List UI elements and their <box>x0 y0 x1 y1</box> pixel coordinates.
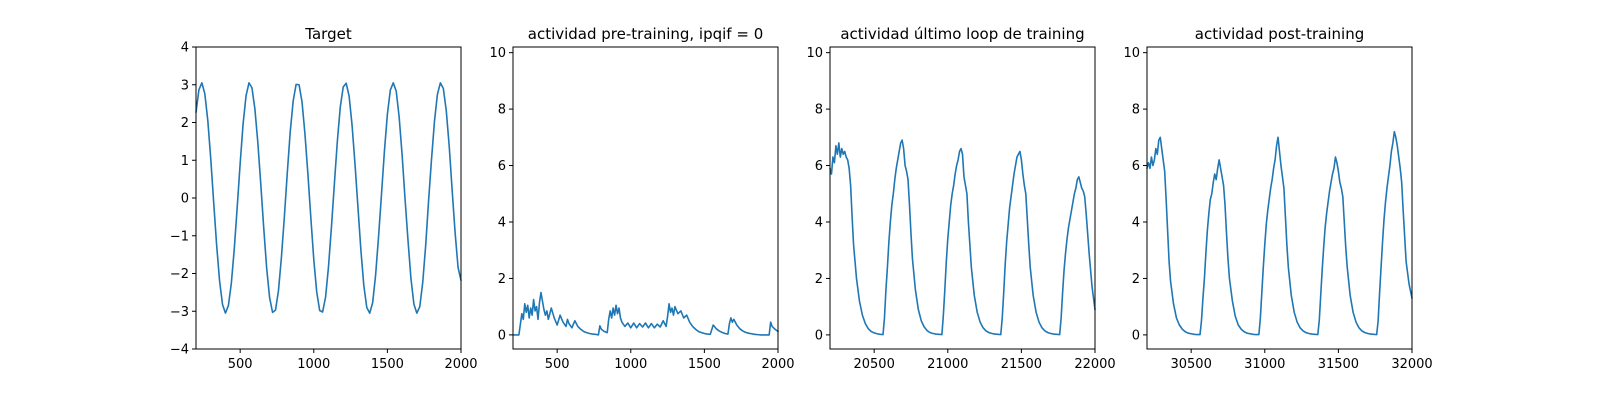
x-tick-label: 1500 <box>688 357 721 372</box>
x-tick-label: 22000 <box>1074 357 1115 372</box>
axes-frame <box>1146 46 1413 350</box>
x-tick-label: 20500 <box>853 357 894 372</box>
tick-group: 20500 21000 21500 22000 0 2 4 6 8 10 <box>806 46 1115 372</box>
x-tick-label: 31000 <box>1244 357 1285 372</box>
y-tick-label: 2 <box>815 272 823 287</box>
y-tick-label: 6 <box>815 159 823 174</box>
x-tick-label: 500 <box>228 357 253 372</box>
x-tick-label: 1000 <box>297 357 330 372</box>
y-tick-label: 2 <box>498 272 506 287</box>
axes-frame <box>512 46 779 350</box>
y-tick-label: 4 <box>815 215 823 230</box>
y-tick-label: −3 <box>170 305 189 320</box>
series-line <box>1146 130 1413 336</box>
y-tick-label: 10 <box>1123 46 1140 61</box>
panel-pre-training: actividad pre-training, ipqif = 0 500 100… <box>489 25 794 372</box>
y-tick-label: 1 <box>181 154 189 169</box>
y-tick-label: 0 <box>181 192 189 207</box>
y-tick-label: 10 <box>806 46 823 61</box>
tick-group: 500 1000 1500 2000 −4 −3 −2 −1 0 1 2 3 4 <box>170 41 478 373</box>
panel-title: Target <box>304 25 352 43</box>
panel-title: actividad último loop de training <box>840 25 1084 43</box>
series-line <box>829 139 1096 336</box>
axes-frame <box>829 46 1096 350</box>
y-tick-label: 8 <box>1132 103 1140 118</box>
tick-group: 500 1000 1500 2000 0 2 4 6 8 10 <box>489 46 794 372</box>
x-tick-label: 30500 <box>1170 357 1211 372</box>
axes-frame <box>195 46 462 350</box>
x-tick-label: 2000 <box>761 357 794 372</box>
series-line <box>195 82 462 314</box>
y-tick-label: 0 <box>1132 328 1140 343</box>
tick-group: 30500 31000 31500 32000 0 2 4 6 8 10 <box>1123 46 1432 372</box>
x-tick-label: 21500 <box>1001 357 1042 372</box>
y-tick-label: 0 <box>815 328 823 343</box>
x-tick-label: 32000 <box>1391 357 1432 372</box>
y-tick-label: 3 <box>181 78 189 93</box>
y-tick-label: 4 <box>498 215 506 230</box>
x-tick-label: 1500 <box>371 357 404 372</box>
y-tick-label: 10 <box>489 46 506 61</box>
panel-title: actividad pre-training, ipqif = 0 <box>528 25 764 43</box>
y-tick-label: 0 <box>498 328 506 343</box>
x-tick-label: 21000 <box>927 357 968 372</box>
y-tick-label: 4 <box>1132 215 1140 230</box>
panel-title: actividad post-training <box>1195 25 1364 43</box>
x-tick-label: 2000 <box>444 357 477 372</box>
x-tick-label: 31500 <box>1318 357 1359 372</box>
y-tick-label: 6 <box>498 159 506 174</box>
panel-target: Target 500 1000 1500 2000 −4 −3 −2 −1 0 1 2 3 4 <box>170 25 478 372</box>
series-line <box>512 291 779 336</box>
y-tick-label: 8 <box>498 103 506 118</box>
x-tick-label: 1000 <box>614 357 647 372</box>
y-tick-label: 2 <box>1132 272 1140 287</box>
y-tick-label: 4 <box>181 41 189 56</box>
y-tick-label: −1 <box>170 229 189 244</box>
panel-post-training: actividad post-training 30500 31000 31500 3… <box>1123 25 1432 372</box>
y-tick-label: −2 <box>170 267 189 282</box>
y-tick-label: 6 <box>1132 159 1140 174</box>
panel-last-training-loop: actividad último loop de training 20500 2… <box>806 25 1115 372</box>
x-tick-label: 500 <box>545 357 570 372</box>
y-tick-label: 8 <box>815 103 823 118</box>
y-tick-label: 2 <box>181 116 189 131</box>
y-tick-label: −4 <box>170 343 189 358</box>
